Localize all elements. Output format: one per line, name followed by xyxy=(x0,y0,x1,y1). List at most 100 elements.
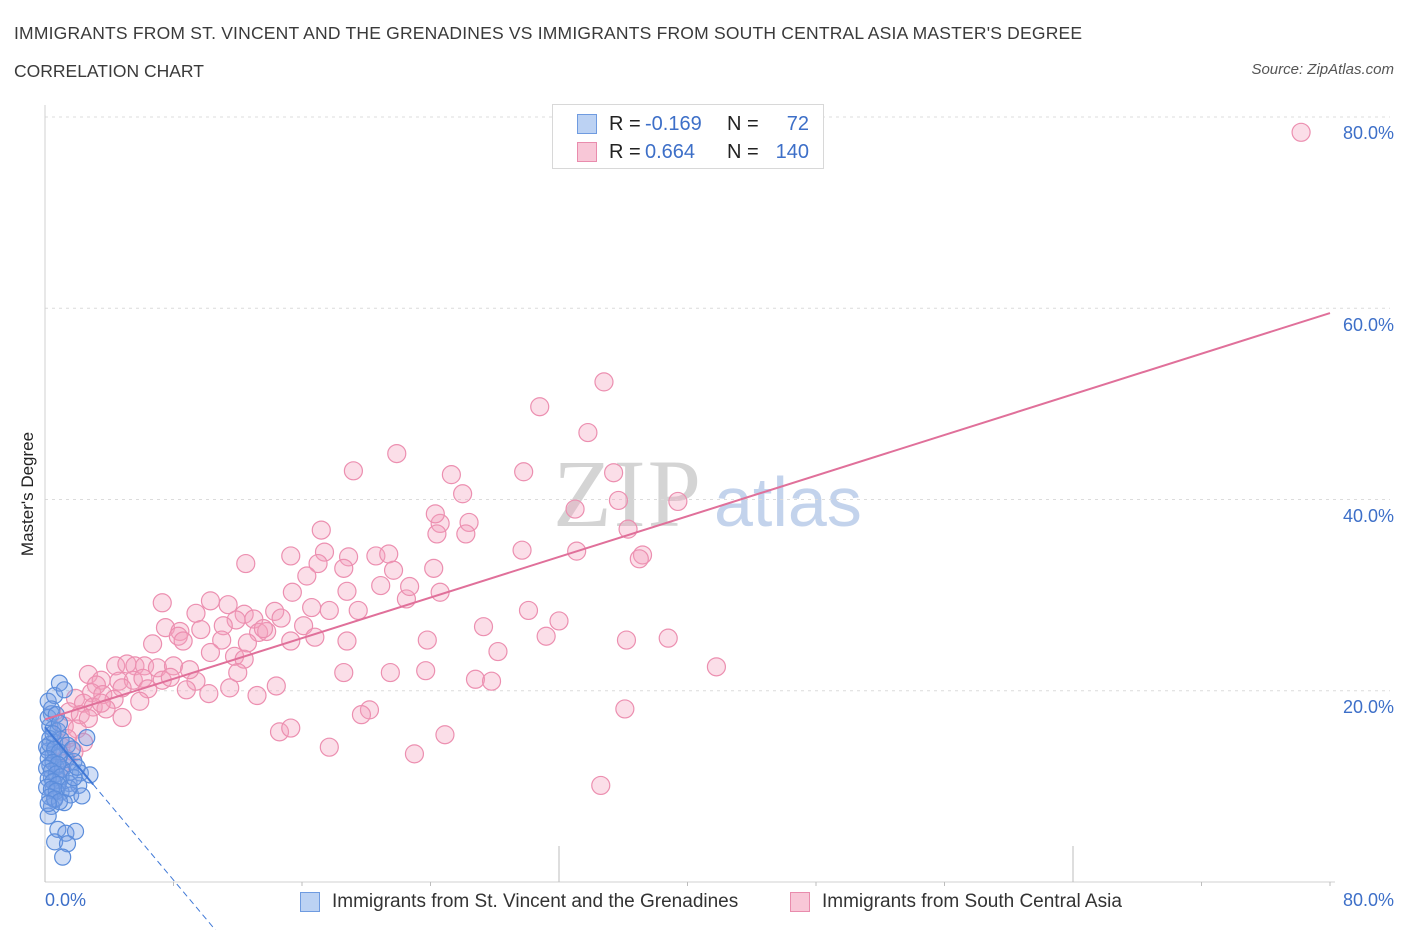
trendlines xyxy=(44,312,1331,930)
data-point xyxy=(668,491,688,512)
data-point xyxy=(39,807,57,825)
data-point xyxy=(236,553,256,574)
pink-series xyxy=(49,122,1311,796)
data-point xyxy=(60,779,78,797)
blue-trendline-extension xyxy=(92,784,217,930)
data-point xyxy=(200,591,221,611)
data-point xyxy=(425,504,445,524)
data-point xyxy=(228,662,248,683)
data-point xyxy=(441,465,461,485)
legend: R = -0.169 N = 72 R = 0.664 N = 140 xyxy=(552,104,824,169)
data-point xyxy=(459,512,479,533)
data-point xyxy=(435,725,455,745)
chart-subtitle: CORRELATION CHART xyxy=(14,61,204,81)
data-point xyxy=(387,444,407,464)
data-point xyxy=(706,657,727,677)
legend-row-blue: R = -0.169 N = 72 xyxy=(577,110,809,138)
legend-n-label: N = xyxy=(727,112,759,135)
legend-n-value: 140 xyxy=(775,140,809,163)
data-point xyxy=(123,670,143,690)
data-point xyxy=(186,603,206,623)
data-point xyxy=(78,729,96,747)
data-point xyxy=(549,611,569,631)
data-point xyxy=(200,642,221,663)
legend-r-label: R = xyxy=(609,140,641,163)
data-point xyxy=(39,794,57,813)
gridlines xyxy=(45,116,1390,692)
data-point xyxy=(427,524,447,544)
data-point xyxy=(319,600,339,621)
y-tick-40: 40.0% xyxy=(1342,506,1394,526)
data-point xyxy=(424,558,444,578)
data-point xyxy=(481,671,502,691)
data-point xyxy=(173,631,193,651)
data-point xyxy=(518,600,539,621)
source-label: Source: ZipAtlas.com xyxy=(1251,61,1394,78)
chart-title: IMMIGRANTS FROM ST. VINCENT AND THE GREN… xyxy=(14,23,1083,43)
data-point xyxy=(383,560,404,580)
data-point xyxy=(615,699,635,719)
legend-r-label: R = xyxy=(609,112,641,135)
x-tick-left: 0.0% xyxy=(45,890,87,910)
data-point xyxy=(371,575,391,596)
bottom-legend-blue-label: Immigrants from St. Vincent and the Gren… xyxy=(332,891,739,912)
y-axis-label: Master's Degree xyxy=(18,431,37,557)
legend-n-label: N = xyxy=(727,140,759,163)
data-point xyxy=(488,641,508,662)
data-point xyxy=(608,490,629,511)
data-point xyxy=(348,600,368,621)
data-point xyxy=(112,678,132,698)
data-point xyxy=(473,617,494,637)
data-point xyxy=(294,616,314,636)
data-point xyxy=(594,372,614,392)
data-point xyxy=(247,685,267,706)
data-point xyxy=(351,705,372,725)
pink-swatch xyxy=(577,142,597,162)
blue-trendline xyxy=(44,726,94,786)
data-point xyxy=(253,618,274,639)
data-point xyxy=(308,553,328,574)
y-tick-60: 60.0% xyxy=(1342,315,1394,335)
data-point xyxy=(73,787,91,805)
bottom-legend-blue: Immigrants from St. Vincent and the Gren… xyxy=(300,889,738,915)
data-point xyxy=(400,576,420,597)
data-point xyxy=(163,656,184,676)
data-point xyxy=(379,544,399,564)
data-point xyxy=(63,740,81,758)
x-tick-right: 80.0% xyxy=(1342,890,1394,910)
data-point xyxy=(536,626,556,646)
data-point xyxy=(1291,122,1311,142)
data-point xyxy=(334,558,354,578)
data-point xyxy=(456,524,476,544)
data-point xyxy=(616,630,637,650)
data-point xyxy=(514,462,534,482)
data-point xyxy=(147,658,168,678)
data-point xyxy=(91,693,111,713)
data-point xyxy=(266,676,286,696)
data-point xyxy=(430,513,450,534)
data-point xyxy=(257,621,277,642)
data-point xyxy=(338,547,359,567)
data-point xyxy=(130,691,150,711)
data-point xyxy=(55,681,73,699)
data-point xyxy=(343,461,363,481)
data-point xyxy=(417,630,437,650)
data-point xyxy=(319,737,339,757)
data-point xyxy=(220,678,240,698)
data-point xyxy=(212,630,232,650)
watermark-atlas: atlas xyxy=(714,463,862,541)
y-tick-20: 20.0% xyxy=(1342,697,1394,717)
data-point xyxy=(58,835,77,853)
data-point xyxy=(578,422,598,443)
data-point xyxy=(311,520,331,540)
data-point xyxy=(218,595,238,615)
data-point xyxy=(213,616,233,636)
data-point xyxy=(54,848,72,866)
legend-n-value: 72 xyxy=(786,112,809,135)
data-point xyxy=(512,540,532,560)
pink-trendline xyxy=(44,312,1331,721)
bottom-legend-pink-label: Immigrants from South Central Asia xyxy=(822,891,1122,912)
data-point xyxy=(314,542,335,562)
data-point xyxy=(176,680,196,700)
